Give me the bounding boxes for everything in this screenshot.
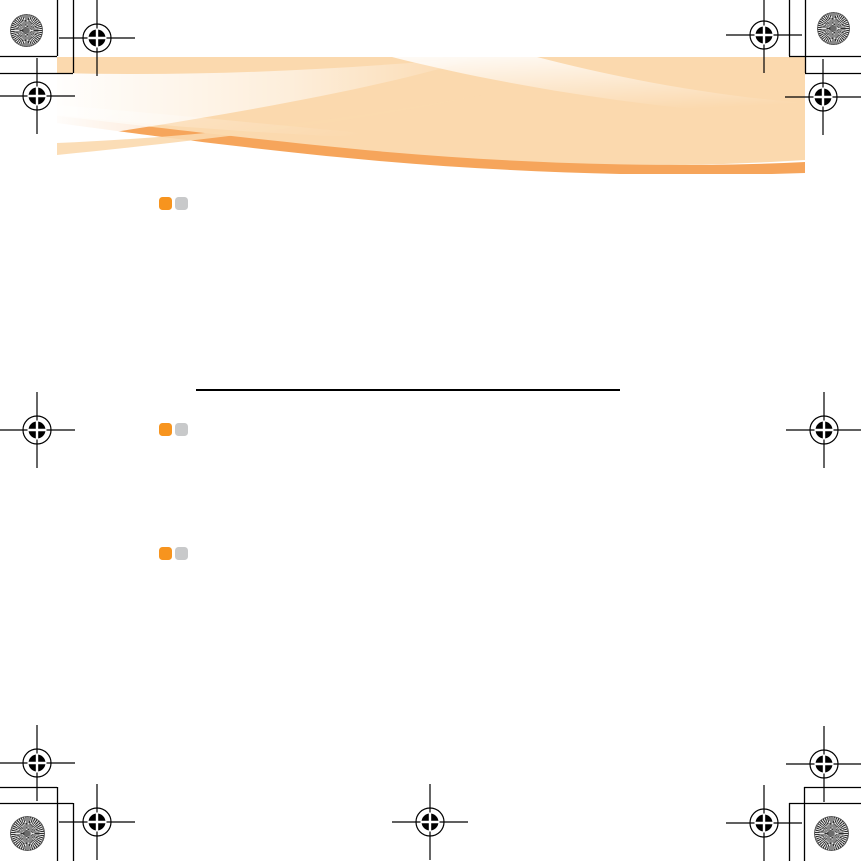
horizontal-rule bbox=[196, 389, 620, 391]
header-swoosh-banner bbox=[57, 57, 805, 174]
gray-bullet-icon bbox=[175, 423, 188, 436]
gray-bullet-icon bbox=[175, 547, 188, 560]
registration-mark-icon bbox=[0, 723, 77, 803]
section-marker-bullets bbox=[159, 423, 188, 436]
section-marker-bullets bbox=[159, 197, 188, 210]
swoosh-highlight-top bbox=[392, 57, 805, 117]
star-target-icon bbox=[817, 12, 850, 45]
registration-mark-icon bbox=[57, 782, 137, 861]
registration-mark-icon bbox=[784, 724, 861, 804]
registration-mark-icon bbox=[390, 782, 470, 861]
registration-mark-icon bbox=[724, 783, 804, 861]
registration-mark-icon bbox=[784, 390, 861, 470]
registration-mark-icon bbox=[0, 390, 77, 470]
section-marker-bullets bbox=[159, 547, 188, 560]
orange-bullet-icon bbox=[159, 423, 172, 436]
orange-bullet-icon bbox=[159, 547, 172, 560]
swoosh-streak-mid bbox=[57, 95, 482, 155]
star-target-icon bbox=[814, 816, 849, 851]
swoosh-highlight-low bbox=[57, 105, 427, 139]
star-target-icon bbox=[10, 14, 43, 47]
star-target-icon bbox=[10, 816, 45, 851]
gray-bullet-icon bbox=[175, 197, 188, 210]
swoosh-dark-band bbox=[57, 116, 805, 174]
rule-line bbox=[196, 389, 620, 391]
orange-bullet-icon bbox=[159, 197, 172, 210]
